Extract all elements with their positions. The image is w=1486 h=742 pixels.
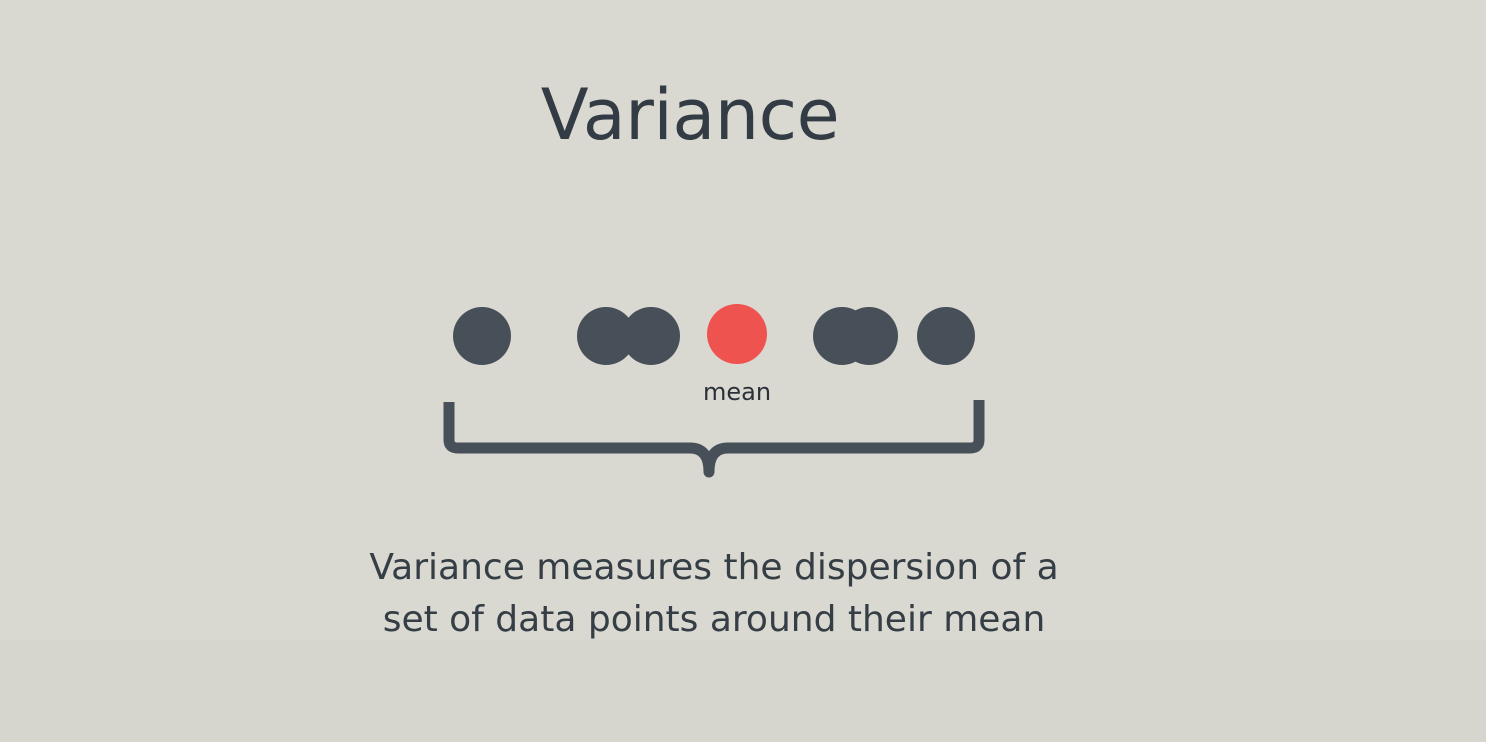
data-point-6	[917, 307, 975, 365]
points-group	[453, 304, 975, 365]
caption-line-1: Variance measures the dispersion of a	[369, 547, 1059, 588]
curly-brace	[443, 400, 985, 478]
mean-point	[707, 304, 767, 364]
mean-label: mean	[703, 378, 771, 406]
data-point-3	[622, 307, 680, 365]
slide-title: Variance	[540, 74, 840, 156]
data-point-1	[453, 307, 511, 365]
caption-line-2: set of data points around their mean	[382, 599, 1046, 640]
bottom-band	[0, 640, 1486, 742]
data-point-2	[577, 307, 635, 365]
data-point-5	[840, 307, 898, 365]
caption: Variance measures the dispersion of a se…	[300, 542, 1128, 646]
